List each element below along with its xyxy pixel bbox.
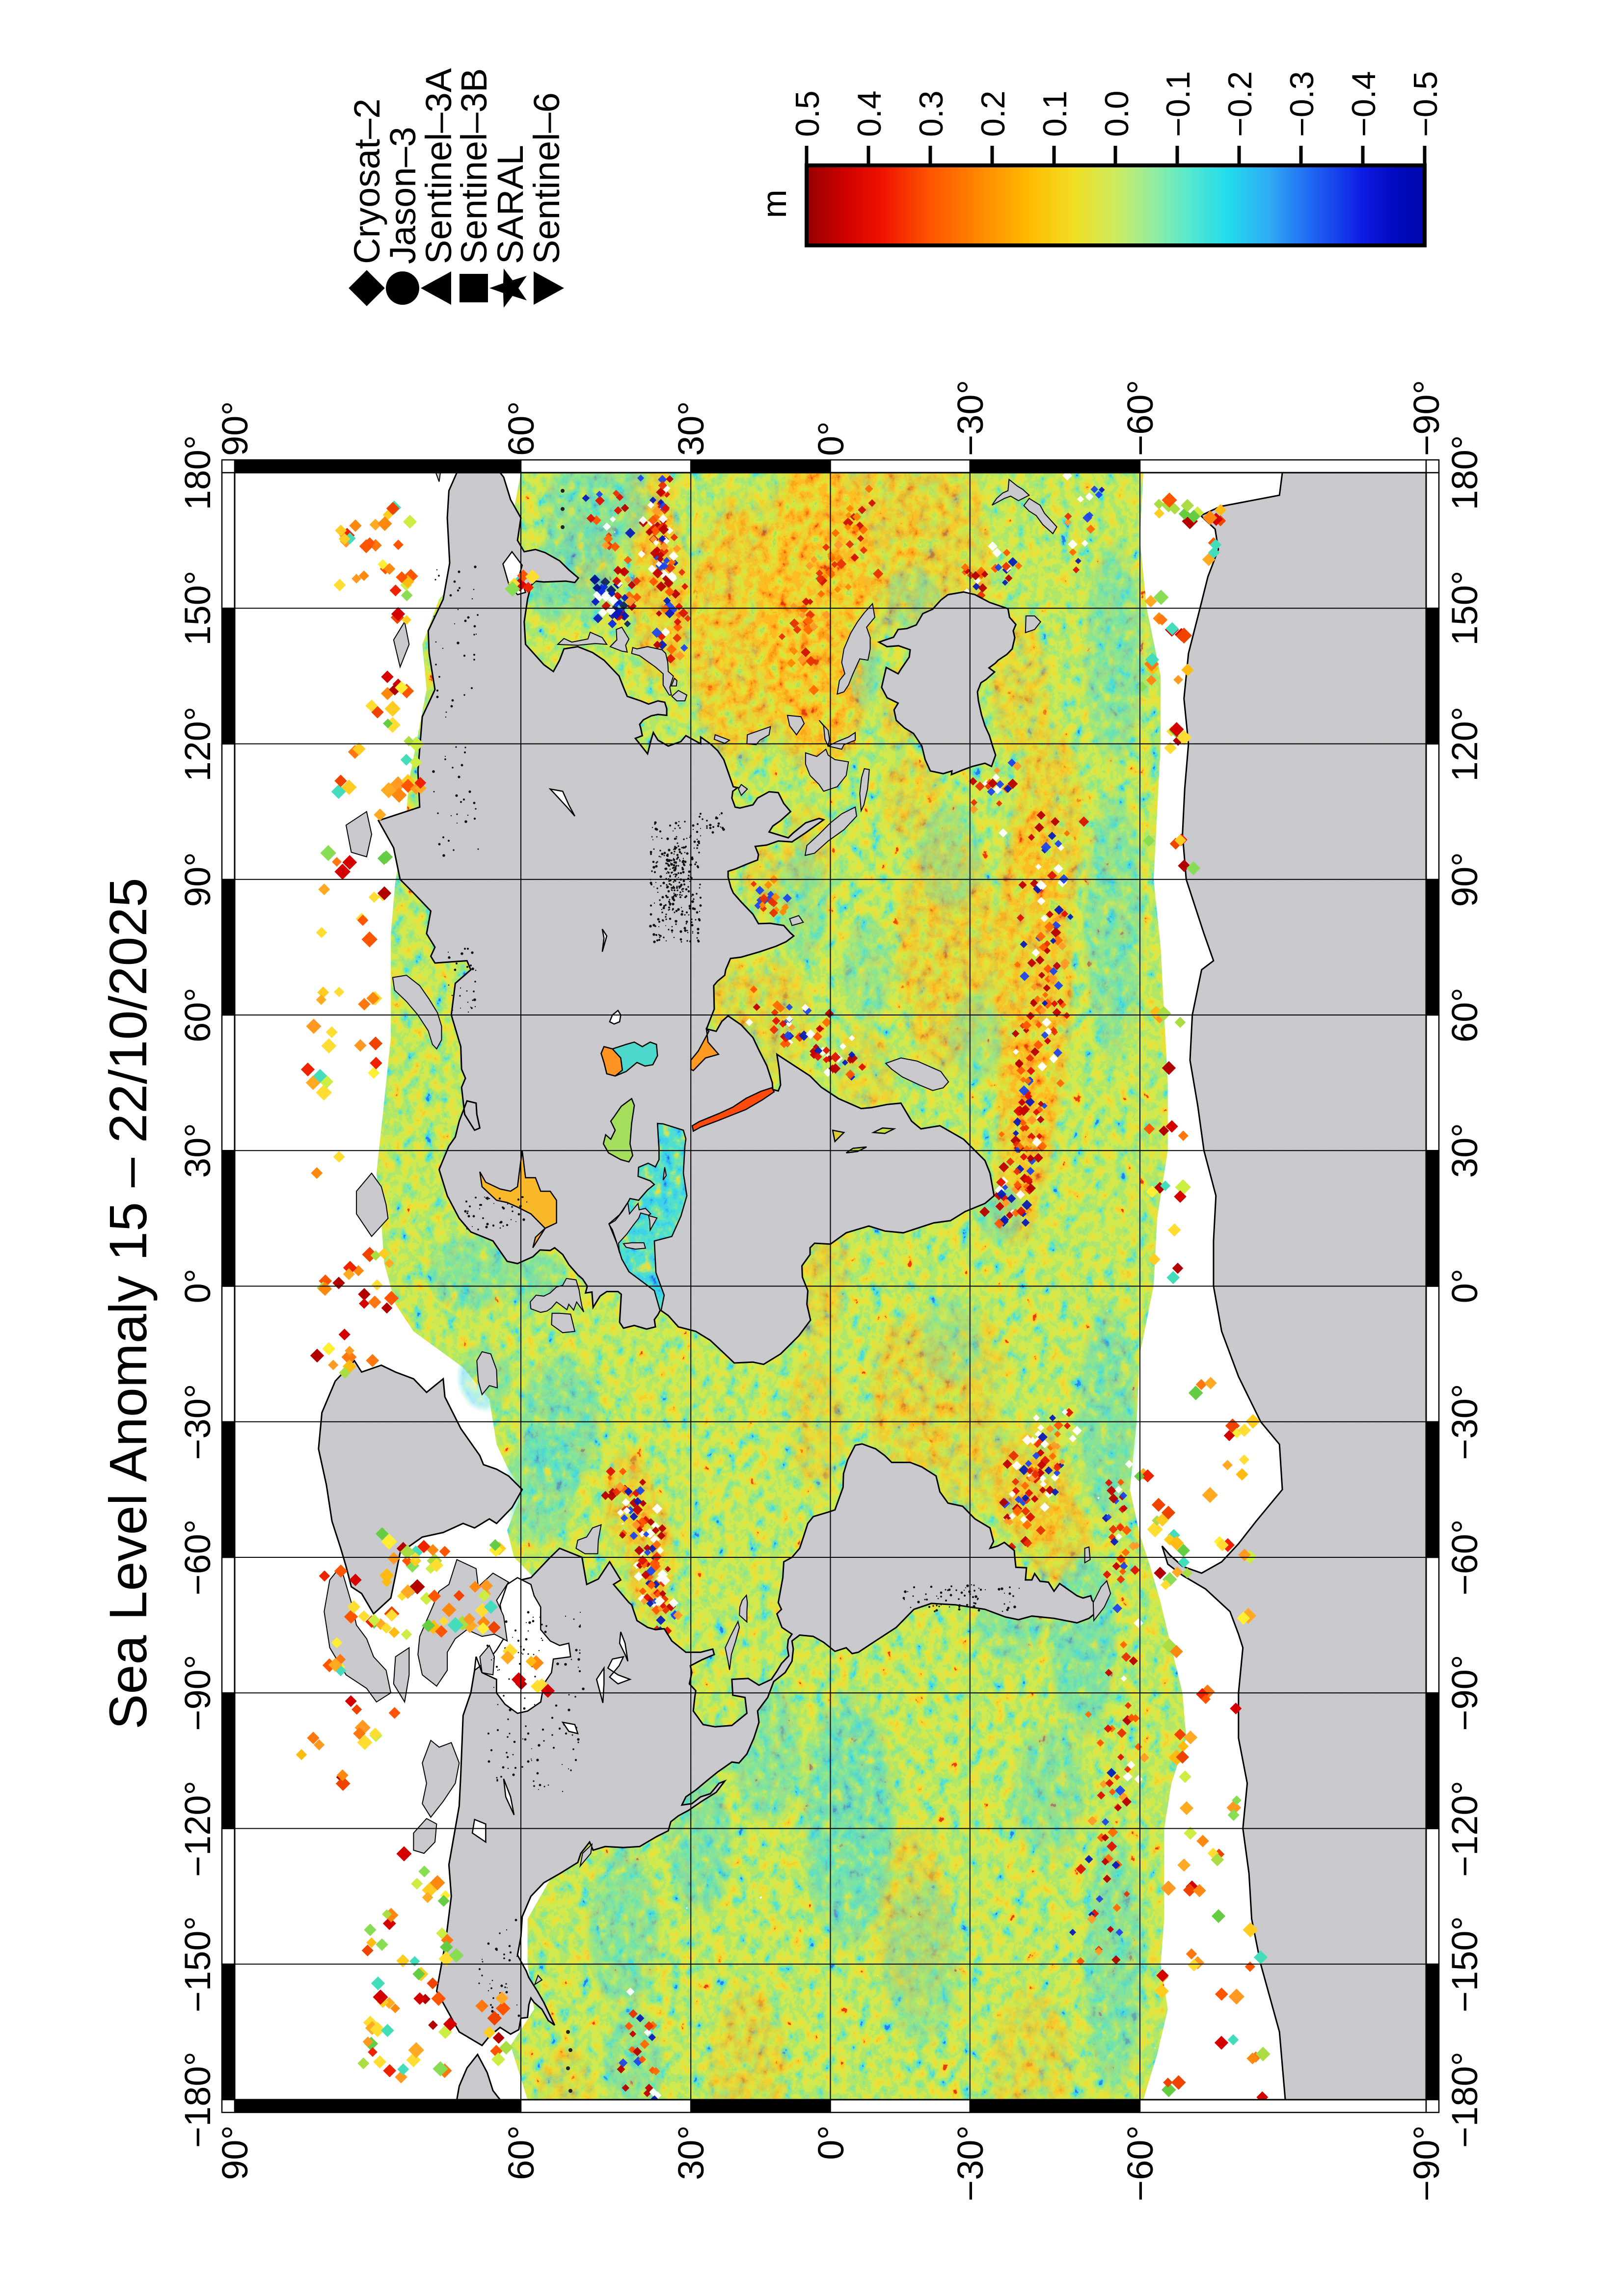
svg-text:0°: 0° <box>811 2125 851 2160</box>
svg-text:180°: 180° <box>1444 435 1485 510</box>
svg-text:30°: 30° <box>177 1123 218 1178</box>
svg-text:150°: 150° <box>177 570 218 645</box>
svg-text:60°: 60° <box>501 2125 541 2180</box>
svg-text:120°: 120° <box>1444 706 1485 781</box>
svg-text:90°: 90° <box>215 401 255 456</box>
svg-text:−30°: −30° <box>177 1384 218 1460</box>
svg-text:120°: 120° <box>177 706 218 781</box>
svg-text:−150°: −150° <box>177 1916 218 2012</box>
svg-text:30°: 30° <box>1444 1123 1485 1178</box>
svg-text:Sentinel–3A: Sentinel–3A <box>418 68 459 264</box>
svg-text:0.2: 0.2 <box>974 90 1012 137</box>
svg-text:−120°: −120° <box>177 1781 218 1877</box>
svg-text:−90°: −90° <box>1406 2125 1447 2201</box>
svg-text:−0.2: −0.2 <box>1221 71 1259 137</box>
svg-text:−60°: −60° <box>177 1519 218 1595</box>
svg-text:0.5: 0.5 <box>789 90 826 137</box>
svg-text:−180°: −180° <box>1444 2052 1485 2148</box>
svg-text:−150°: −150° <box>1444 1916 1485 2012</box>
svg-text:−180°: −180° <box>177 2052 218 2148</box>
svg-text:Sentinel–6: Sentinel–6 <box>526 92 567 264</box>
svg-text:0.4: 0.4 <box>851 90 888 137</box>
svg-text:−60°: −60° <box>1120 2125 1161 2201</box>
svg-text:−0.5: −0.5 <box>1407 71 1444 137</box>
svg-text:0.3: 0.3 <box>913 90 950 137</box>
svg-text:30°: 30° <box>671 2125 711 2180</box>
svg-text:SARAL: SARAL <box>490 145 531 264</box>
svg-text:0°: 0° <box>811 421 851 456</box>
svg-text:−90°: −90° <box>1444 1655 1485 1731</box>
svg-text:90°: 90° <box>215 2125 255 2180</box>
svg-text:−0.1: −0.1 <box>1160 71 1197 137</box>
svg-text:Cryosat–2: Cryosat–2 <box>347 99 387 264</box>
svg-text:−120°: −120° <box>1444 1781 1485 1877</box>
svg-text:90°: 90° <box>1444 852 1485 907</box>
svg-text:Sea Level Anomaly 15 – 22/10/2: Sea Level Anomaly 15 – 22/10/2025 <box>98 878 158 1729</box>
svg-text:−60°: −60° <box>1444 1519 1485 1595</box>
svg-text:90°: 90° <box>177 852 218 907</box>
svg-text:m: m <box>755 189 793 218</box>
svg-text:0.1: 0.1 <box>1036 90 1074 137</box>
svg-text:−0.4: −0.4 <box>1345 71 1382 137</box>
svg-text:−0.3: −0.3 <box>1283 71 1321 137</box>
svg-text:−30°: −30° <box>950 380 991 456</box>
svg-text:−90°: −90° <box>177 1655 218 1731</box>
svg-text:0°: 0° <box>1444 1269 1485 1304</box>
svg-text:−60°: −60° <box>1120 380 1161 456</box>
svg-text:Sentinel–3B: Sentinel–3B <box>454 68 494 264</box>
svg-text:60°: 60° <box>1444 988 1485 1042</box>
svg-text:−30°: −30° <box>950 2125 991 2201</box>
svg-text:150°: 150° <box>1444 570 1485 645</box>
svg-text:Jason–3: Jason–3 <box>382 127 423 264</box>
svg-text:0.0: 0.0 <box>1098 90 1136 137</box>
svg-text:−90°: −90° <box>1406 380 1447 456</box>
svg-text:60°: 60° <box>501 401 541 456</box>
svg-text:0°: 0° <box>177 1269 218 1304</box>
svg-text:60°: 60° <box>177 988 218 1042</box>
svg-text:−30°: −30° <box>1444 1384 1485 1460</box>
svg-text:30°: 30° <box>671 401 711 456</box>
svg-text:180°: 180° <box>177 435 218 510</box>
